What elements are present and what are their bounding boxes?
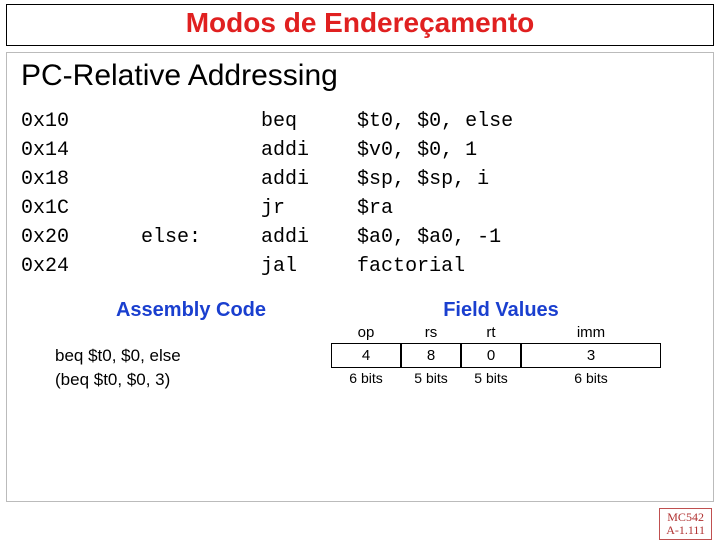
lbl-op: op	[331, 324, 401, 341]
page-title: Modos de Endereçamento	[186, 7, 535, 38]
bits-rt: 5 bits	[461, 370, 521, 390]
bits-imm: 6 bits	[521, 370, 661, 390]
footer-line-2: A-1.111	[666, 524, 705, 537]
footer-line-1: MC542	[666, 511, 705, 524]
title-box: Modos de Endereçamento	[6, 4, 714, 46]
value-row: beq $t0, $0, else 4 8 0 3	[51, 343, 671, 368]
lbl-rt: rt	[461, 324, 521, 341]
field-labels-row: op rs rt imm	[51, 324, 671, 341]
content-box: PC-Relative Addressing 0x10 beq $t0, $0,…	[6, 52, 714, 502]
asm-line-1: beq $t0, $0, else	[51, 343, 331, 368]
bits-op: 6 bits	[331, 370, 401, 390]
lbl-rs: rs	[401, 324, 461, 341]
lbl-imm: imm	[521, 324, 661, 341]
fields-header: Field Values	[331, 299, 671, 322]
code-block: 0x10 beq $t0, $0, else 0x14 addi $v0, $0…	[21, 107, 699, 281]
val-rs: 8	[401, 343, 461, 368]
asm-header: Assembly Code	[51, 299, 331, 322]
val-imm: 3	[521, 343, 661, 368]
asm-empty	[51, 324, 331, 341]
subtitle: PC-Relative Addressing	[21, 59, 699, 93]
bits-row: (beq $t0, $0, 3) 6 bits 5 bits 5 bits 6 …	[51, 370, 671, 390]
val-rt: 0	[461, 343, 521, 368]
bits-rs: 5 bits	[401, 370, 461, 390]
val-op: 4	[331, 343, 401, 368]
diagram: Assembly Code Field Values op rs rt imm …	[51, 299, 671, 390]
footer-badge: MC542 A-1.111	[659, 508, 712, 540]
diagram-headers: Assembly Code Field Values	[51, 299, 671, 322]
asm-line-2: (beq $t0, $0, 3)	[51, 370, 331, 390]
